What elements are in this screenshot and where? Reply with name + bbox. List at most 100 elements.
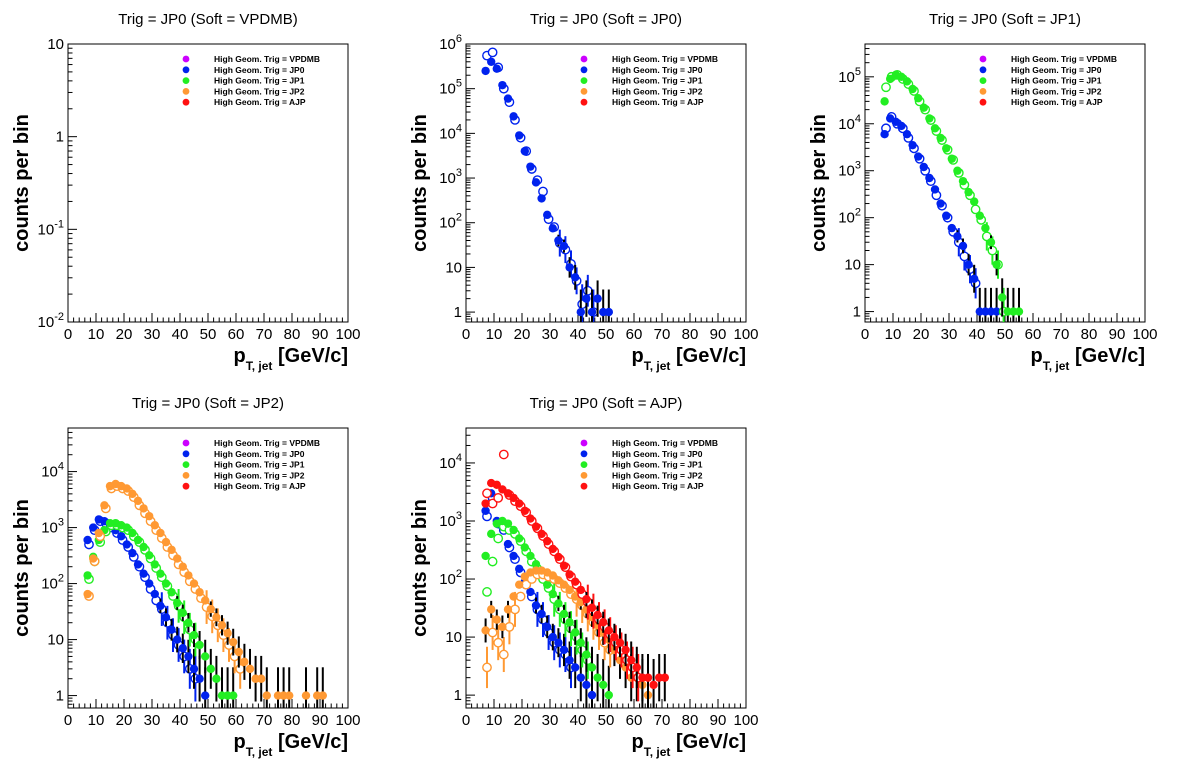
data-point [908,140,917,150]
data-point [83,571,92,580]
data-point [610,632,619,642]
data-point [509,525,518,535]
legend-entry: High Geom. Trig = AJP [612,481,704,491]
x-tick-label: 40 [570,712,587,729]
legend-marker [580,482,588,490]
data-point [201,596,210,605]
x-tick-label: 60 [1025,326,1042,343]
data-point [509,592,518,601]
data-point [565,618,574,627]
x-tick-label: 0 [462,712,470,729]
legend-entry: High Geom. Trig = JP0 [214,65,305,75]
data-point [139,504,148,513]
legend-entry: High Geom. Trig = JP0 [214,449,305,459]
data-point [543,622,552,632]
data-point [526,514,535,523]
data-point [128,528,137,538]
y-tick-label: 10 [445,629,462,646]
x-tick-label: 70 [654,712,671,729]
x-tick-label: 70 [256,712,273,729]
x-tick-label: 100 [1132,326,1157,343]
legend-entry: High Geom. Trig = AJP [214,97,306,107]
x-axis-label: pT, jet [GeV/c] [234,345,348,373]
legend-entry: High Geom. Trig = VPDMB [612,54,718,64]
legend-marker [580,461,588,468]
y-tick-label: 10-1 [38,218,64,238]
x-tick-label: 80 [682,712,699,729]
data-point [559,645,569,655]
data-point [139,569,148,578]
y-tick-label: 1 [56,688,64,705]
series-high-geom-trig-ajp [481,449,669,708]
chart-panel-5: Trig = JP0 (Soft = AJP) 0 10 20 30 40 50 60 70 80… [409,395,759,759]
x-tick-label: 80 [284,712,301,729]
data-point [133,535,143,545]
data-point [930,185,940,194]
legend-entry: High Geom. Trig = JP2 [214,86,305,96]
x-tick-label: 50 [598,712,615,729]
chart-panel-4: Trig = JP0 (Soft = JP2) 0 10 20 30 40 50 60 70 80… [11,395,361,759]
legend-marker [182,88,190,95]
x-tick-label: 10 [88,326,105,343]
data-point [559,241,569,251]
legend-entry: High Geom. Trig = AJP [1011,97,1103,107]
legend-marker [182,450,190,458]
legend-entry: High Geom. Trig = JP1 [214,460,305,470]
data-point [133,496,143,506]
data-point [509,551,518,561]
data-point [942,144,951,153]
data-point [975,211,984,220]
data-point [515,534,524,543]
data-point [184,652,193,661]
data-point [195,674,204,683]
data-point [593,610,602,620]
x-tick-label: 90 [710,712,727,729]
data-point [986,238,996,247]
y-tick-label: 10 [47,632,64,649]
y-tick-label: 1 [56,129,64,146]
data-point [1014,307,1024,316]
data-point [145,579,154,588]
data-point [632,663,641,672]
y-tick-label: 105 [838,66,861,86]
chart-title: Trig = JP0 (Soft = JP2) [132,395,284,412]
data-point [189,630,199,640]
x-tick-label: 80 [682,326,699,343]
data-point [914,94,923,103]
x-tick-label: 20 [116,712,133,729]
data-point [587,603,597,612]
data-point [245,664,255,674]
data-point [992,307,1001,316]
data-point [83,589,92,599]
data-point [554,599,563,608]
data-point [531,178,541,187]
data-point [178,562,187,571]
x-tick-label: 60 [228,712,245,729]
data-point [515,564,524,574]
x-axis-label: pT, jet [GeV/c] [632,345,746,373]
legend-marker [182,482,190,490]
data-point-open [498,449,509,460]
chart-title: Trig = JP0 (Soft = JP1) [929,11,1081,28]
legend-marker [979,66,987,74]
data-point [167,588,176,597]
data-point-open [482,662,492,673]
data-point [195,588,204,597]
legend-marker [182,66,190,74]
data-point [908,84,917,94]
y-axis-label: counts per bin [409,114,431,252]
chart-panel-1: Trig = JP0 (Soft = VPDMB) 0 10 20 30 40 50 60 70… [11,11,361,373]
data-point [122,540,131,549]
series-high-geom-trig-jp1 [83,518,238,708]
data-point [936,133,945,143]
plot-frame [465,427,747,709]
data-point [487,605,496,614]
data-point [897,72,906,82]
data-point [953,232,962,241]
data-point [925,114,934,123]
x-tick-label: 40 [172,326,189,343]
legend-marker [979,55,987,63]
data-point-open [493,492,504,503]
x-tick-label: 0 [462,326,470,343]
legend-marker [182,461,190,468]
